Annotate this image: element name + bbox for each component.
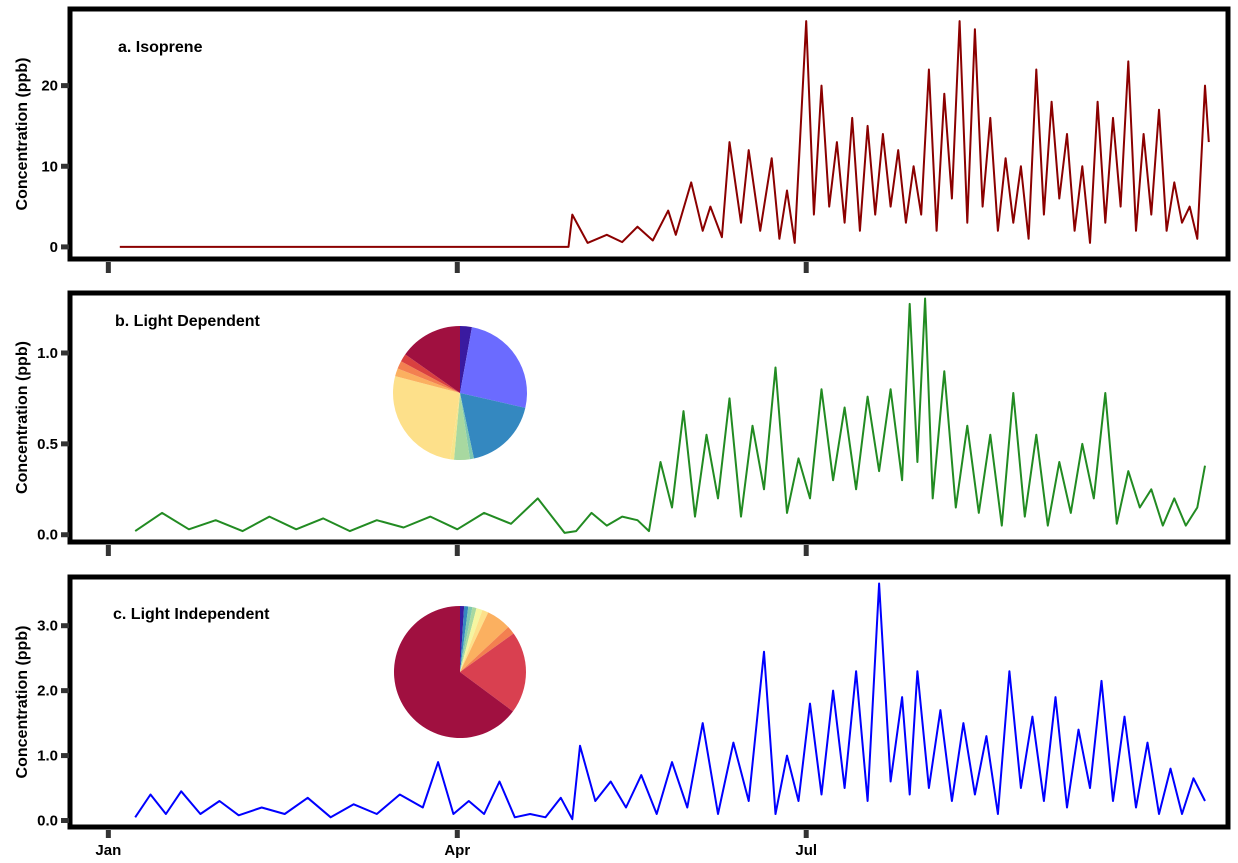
pie-slice (401, 354, 460, 393)
series-line (134, 297, 1206, 534)
inset-pie (393, 606, 526, 738)
pie-slice (460, 609, 489, 672)
pie-slice (395, 368, 460, 393)
y-tick-label: 0.0 (37, 527, 58, 544)
pie-slice (460, 326, 472, 393)
y-axis-title: Concentration (ppb) (14, 341, 31, 494)
pie-slice (460, 606, 465, 672)
x-tick-label: Apr (444, 842, 470, 859)
pie-slice (453, 393, 470, 460)
pie-slice (460, 633, 526, 712)
y-tick-label: 0 (50, 239, 58, 256)
x-tick-label: Jan (95, 842, 121, 859)
panel-title: a. Isoprene (118, 39, 203, 56)
x-tick-label: Jul (795, 842, 817, 859)
y-tick-label: 0.0 (37, 813, 58, 830)
pie-slice (460, 393, 474, 460)
pie-slice (405, 326, 460, 393)
pie-slice (460, 608, 483, 672)
y-tick-label: 20 (41, 78, 58, 95)
y-tick-label: 2.0 (37, 683, 58, 700)
y-tick-label: 1.0 (37, 345, 58, 362)
pie-slice (397, 361, 460, 393)
panel-title: b. Light Dependent (115, 313, 261, 330)
plot-frame (67, 6, 1231, 262)
panel-title: c. Light Independent (113, 606, 270, 623)
series-line (119, 20, 1210, 248)
pie-slice (460, 606, 473, 672)
panel-light-dependent: 0.0 0.5 1.0 Concentration (ppb) b. Light Dep… (14, 290, 1231, 556)
pie-slice (460, 327, 527, 408)
panel-isoprene: 0 10 20 Concentration (ppb) a. Isoprene (14, 6, 1231, 273)
y-tick-label: 0.5 (37, 436, 58, 453)
pie-slice (460, 606, 469, 672)
y-axis-title: Concentration (ppb) (14, 58, 31, 211)
panel-light-independent: 0.0 1.0 2.0 3.0 Jan Apr Jul Concentration (ppb)… (14, 574, 1231, 859)
pie-slice (460, 607, 477, 672)
pie-slice (460, 627, 514, 672)
inset-pie (393, 326, 527, 460)
y-axis-title: Concentration (ppb) (14, 626, 31, 779)
pie-slice (460, 612, 509, 672)
series-line (134, 582, 1206, 821)
y-tick-label: 10 (41, 158, 58, 175)
plot-frame (67, 574, 1231, 830)
pie-slice (393, 376, 460, 460)
pie-slice (393, 606, 513, 738)
pie-slice (460, 393, 526, 459)
plot-frame (67, 290, 1231, 545)
pie-slice (450, 393, 460, 460)
y-tick-label: 3.0 (37, 618, 58, 635)
y-tick-label: 1.0 (37, 748, 58, 765)
